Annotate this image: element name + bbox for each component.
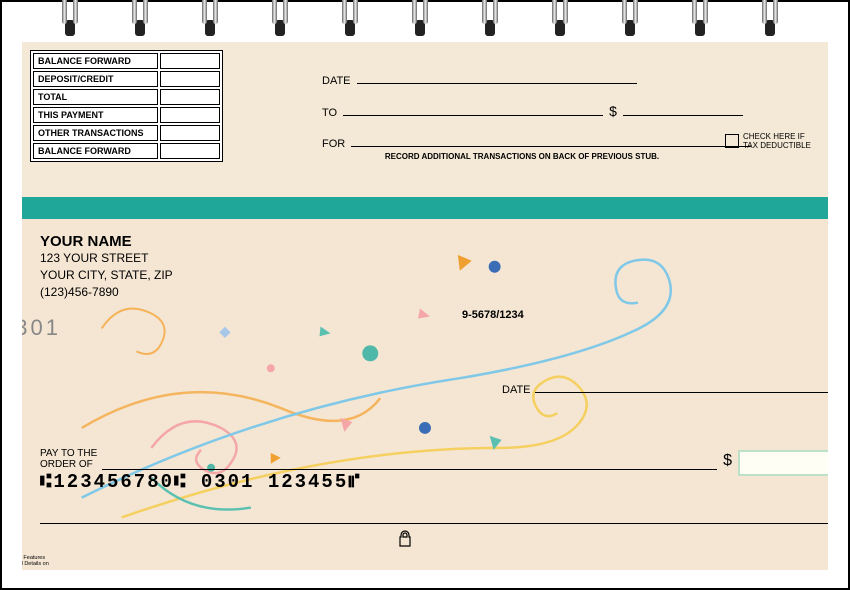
payer-block: YOUR NAME 123 YOUR STREET YOUR CITY, STA… xyxy=(40,233,828,301)
stub-for-label: FOR xyxy=(322,138,345,150)
register-label: TOTAL xyxy=(33,89,158,105)
check-body: YOUR NAME 123 YOUR STREET YOUR CITY, STA… xyxy=(22,219,828,570)
register-value[interactable] xyxy=(160,125,220,141)
binding-ring xyxy=(618,0,642,38)
date-field[interactable] xyxy=(535,381,828,393)
lock-icon xyxy=(397,530,413,548)
binding-ring xyxy=(758,0,782,38)
check-page: BALANCE FORWARD DEPOSIT/CREDIT TOTAL THIS P… xyxy=(0,0,850,590)
register-row: THIS PAYMENT xyxy=(33,107,220,123)
register-row: BALANCE FORWARD xyxy=(33,143,220,159)
binding-ring xyxy=(198,0,222,38)
register-label: OTHER TRANSACTIONS xyxy=(33,125,158,141)
binding-ring xyxy=(688,0,712,38)
security-text: Security Features Included Details on Ba… xyxy=(22,555,50,570)
payto-label: PAY TO THEORDER OF xyxy=(40,448,102,470)
amount-words-field[interactable] xyxy=(40,510,828,524)
register-value[interactable] xyxy=(160,53,220,69)
tax-deductible[interactable]: CHECK HERE IF TAX DEDUCTIBLE xyxy=(725,132,818,150)
binding-ring xyxy=(408,0,432,38)
binding-ring xyxy=(268,0,292,38)
stub-for-field[interactable] xyxy=(351,135,751,147)
register-label: BALANCE FORWARD xyxy=(33,53,158,69)
payer-phone: (123)456-7890 xyxy=(40,284,828,301)
payer-street: 123 YOUR STREET xyxy=(40,250,828,267)
binding-ring xyxy=(128,0,152,38)
stub-note: RECORD ADDITIONAL TRANSACTIONS ON BACK O… xyxy=(322,152,722,161)
register-value[interactable] xyxy=(160,107,220,123)
register-value[interactable] xyxy=(160,71,220,87)
payee-field[interactable] xyxy=(102,456,717,470)
check-number: 0301 xyxy=(22,315,806,341)
register-table: BALANCE FORWARD DEPOSIT/CREDIT TOTAL THIS P… xyxy=(30,50,223,162)
stub-dollar-sign: $ xyxy=(609,103,617,119)
check-stub: BALANCE FORWARD DEPOSIT/CREDIT TOTAL THIS P… xyxy=(22,42,828,197)
payer-name: YOUR NAME xyxy=(40,233,828,250)
binding-ring xyxy=(548,0,572,38)
register-row: DEPOSIT/CREDIT xyxy=(33,71,220,87)
binding-ring xyxy=(58,0,82,38)
tax-checkbox[interactable] xyxy=(725,134,739,148)
register-label: BALANCE FORWARD xyxy=(33,143,158,159)
register-row: BALANCE FORWARD xyxy=(33,53,220,69)
stub-to-field[interactable] xyxy=(343,104,603,116)
binding-ring xyxy=(338,0,362,38)
stub-amount-field[interactable] xyxy=(623,104,743,116)
register-row: OTHER TRANSACTIONS xyxy=(33,125,220,141)
stub-to-label: TO xyxy=(322,107,337,119)
stub-date-field[interactable] xyxy=(357,72,637,84)
micr-line: ⑆123456780⑆ 0301 123455⑈ xyxy=(40,471,828,493)
register-value[interactable] xyxy=(160,89,220,105)
security-lock: Security Features Included Details on Ba… xyxy=(22,530,808,570)
stub-date-label: DATE xyxy=(322,75,351,87)
dollar-sign: $ xyxy=(723,452,732,470)
register-value[interactable] xyxy=(160,143,220,159)
register-label: DEPOSIT/CREDIT xyxy=(33,71,158,87)
payer-city: YOUR CITY, STATE, ZIP xyxy=(40,267,828,284)
date-label: DATE xyxy=(502,384,531,396)
tax-label: CHECK HERE IF TAX DEDUCTIBLE xyxy=(743,132,818,150)
pay-to-line: PAY TO THEORDER OF $ xyxy=(40,448,828,470)
register-row: TOTAL xyxy=(33,89,220,105)
spiral-binding xyxy=(2,0,850,44)
separator-bar xyxy=(22,197,828,219)
register-label: THIS PAYMENT xyxy=(33,107,158,123)
date-line: DATE xyxy=(502,381,828,396)
binding-ring xyxy=(478,0,502,38)
